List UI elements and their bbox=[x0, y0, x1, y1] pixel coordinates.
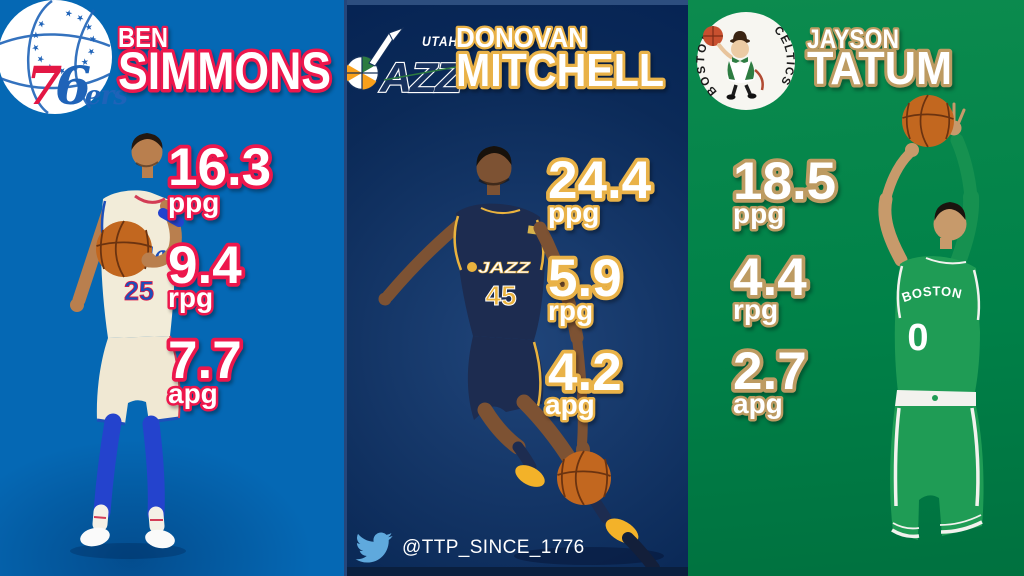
stat-value: 24.4 bbox=[548, 151, 652, 210]
philadelphia-76ers-logo: ★★★★★★★★★★★★★ 7 6 ers bbox=[0, 0, 129, 117]
twitter-credit: @TTP_SINCE_1776 bbox=[352, 529, 585, 566]
panel-donovan-mitchell: JAZZ 45 bbox=[344, 0, 688, 576]
jersey-number: 0 bbox=[907, 317, 928, 359]
stat-value: 18.5 bbox=[733, 152, 836, 211]
logo-city: UTAH bbox=[422, 33, 458, 49]
leprechaun-mascot bbox=[703, 26, 764, 100]
panel-art-tatum: BOSTON 0 BOSTON CELTICS bbox=[695, 12, 984, 540]
jersey-number: 25 bbox=[124, 276, 154, 306]
player-photo-jayson-tatum: BOSTON 0 bbox=[878, 94, 984, 540]
stats-column: 18.5 ppg 4.4 rpg 2.7 apg bbox=[729, 148, 840, 421]
stats-column: 24.4 ppg 5.9 rpg 4.2 apg bbox=[543, 147, 656, 422]
panel-art-mitchell: JAZZ 45 bbox=[344, 20, 667, 574]
jersey-number: 45 bbox=[485, 280, 516, 311]
stat-value: 9.4 bbox=[168, 236, 242, 295]
stat-value: 4.4 bbox=[733, 248, 807, 307]
player-first-name: DONOVAN bbox=[456, 22, 587, 53]
logo-6: 6 bbox=[55, 56, 91, 117]
stat-value: 2.7 bbox=[733, 342, 807, 401]
stat-value: 4.2 bbox=[548, 343, 622, 402]
stats-column: 16.3 ppg 9.4 rpg 7.7 apg bbox=[164, 134, 275, 411]
bottom-bar bbox=[344, 567, 688, 576]
stat-label: ppg bbox=[168, 187, 219, 218]
twitter-icon bbox=[355, 532, 393, 563]
panel-jayson-tatum: BOSTON 0 BOSTON CELTICS bbox=[688, 0, 1024, 576]
player-last-name: TATUM bbox=[807, 42, 952, 94]
stat-label: ppg bbox=[733, 198, 784, 229]
boston-celtics-logo: BOSTON CELTICS bbox=[695, 12, 795, 110]
stat-label: apg bbox=[168, 378, 218, 409]
stat-value: 5.9 bbox=[548, 249, 622, 308]
panel-ben-simmons: Phila 25 bbox=[0, 0, 344, 576]
utah-jazz-logo: AZZ UTAH bbox=[344, 26, 467, 102]
logo-wordmark: AZZ bbox=[379, 54, 464, 101]
stat-value: 16.3 bbox=[168, 138, 271, 197]
player-photo-donovan-mitchell: JAZZ 45 bbox=[378, 146, 664, 574]
jersey-wordmark: JAZZ bbox=[478, 260, 532, 277]
logo-ers: ers bbox=[85, 81, 128, 111]
panel-art-simmons: Phila 25 bbox=[0, 0, 335, 559]
stat-label: apg bbox=[545, 389, 595, 420]
stat-label: apg bbox=[733, 388, 783, 419]
stat-label: ppg bbox=[548, 197, 599, 228]
stat-label: rpg bbox=[168, 282, 213, 313]
player-last-name: SIMMONS bbox=[118, 42, 331, 101]
twitter-handle: @TTP_SINCE_1776 bbox=[402, 536, 585, 558]
player-photo-ben-simmons: Phila 25 bbox=[70, 133, 186, 559]
stat-label: rpg bbox=[733, 294, 778, 325]
player-last-name: MITCHELL bbox=[456, 44, 664, 96]
logo-7: 7 bbox=[26, 56, 62, 117]
stat-label: rpg bbox=[548, 295, 593, 326]
player-first-name: BEN bbox=[118, 22, 168, 53]
stat-value: 7.7 bbox=[168, 331, 242, 390]
player-first-name: JAYSON bbox=[807, 24, 899, 54]
